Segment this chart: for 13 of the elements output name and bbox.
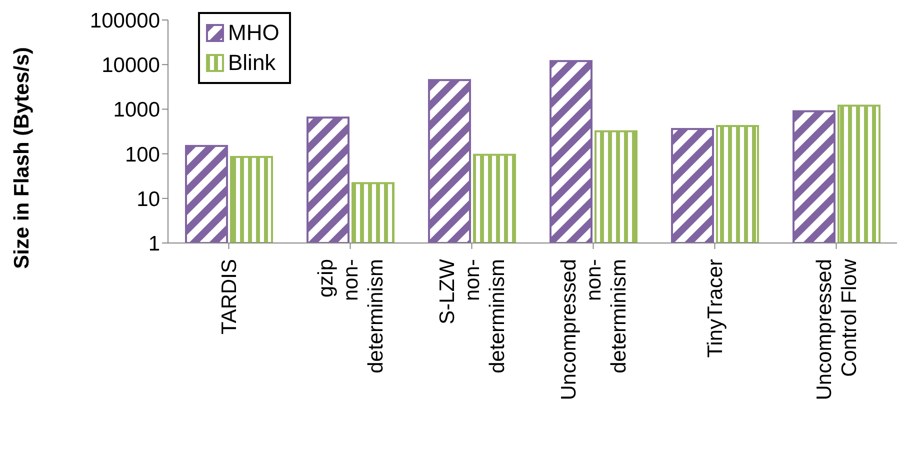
y-axis-title: Size in Flash (Bytes/s) bbox=[10, 47, 34, 269]
y-tick-label: 100 bbox=[124, 143, 160, 166]
y-tick-label: 1000 bbox=[113, 98, 160, 122]
y-tick-label: 1 bbox=[148, 232, 160, 256]
x-tick-label: TinyTracer bbox=[704, 259, 727, 358]
x-tick-label: Uncompressed Control Flow bbox=[812, 258, 861, 400]
legend-label: MHO bbox=[228, 20, 280, 46]
legend-label: Blink bbox=[228, 50, 276, 76]
x-tick-label: gzip non-determinism bbox=[314, 258, 388, 374]
y-tick-label: 100000 bbox=[90, 9, 160, 32]
x-tick-label: TARDIS bbox=[218, 259, 241, 334]
y-tick-label: 10000 bbox=[102, 54, 160, 78]
y-tick-label: 10 bbox=[136, 188, 160, 211]
